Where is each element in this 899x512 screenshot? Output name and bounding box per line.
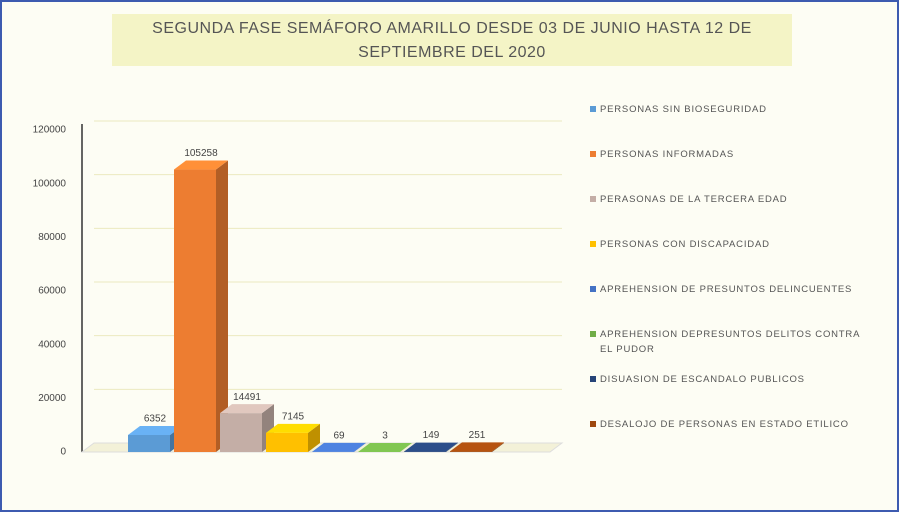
data-label: 7145 (282, 411, 305, 422)
legend-swatch (590, 421, 596, 427)
bar-top (450, 442, 504, 452)
legend-item: DISUASION DE ESCANDALO PUBLICOS (590, 372, 870, 387)
data-label: 149 (423, 430, 440, 441)
data-label: 251 (469, 430, 486, 441)
legend-swatch (590, 151, 596, 157)
legend-swatch (590, 286, 596, 292)
y-tick-label: 120000 (33, 125, 67, 136)
legend-item: PERSONAS CON DISCAPACIDAD (590, 237, 870, 252)
bar-top (266, 423, 320, 433)
bar-side (492, 442, 504, 452)
y-tick-label: 0 (60, 447, 66, 458)
legend-item: APREHENSION DEPRESUNTOS DELITOS CONTRA E… (590, 327, 870, 357)
legend-label: APREHENSION DE PRESUNTOS DELINCUENTES (600, 284, 853, 295)
bar-top (404, 442, 458, 452)
bar-side (308, 423, 320, 452)
bar (174, 169, 216, 453)
legend-swatch (590, 376, 596, 382)
data-label: 3 (382, 431, 388, 442)
data-label: 105258 (184, 148, 218, 159)
legend-label: APREHENSION DEPRESUNTOS DELITOS CONTRA E… (600, 329, 860, 355)
legend-label: DESALOJO DE PERSONAS EN ESTADO ETILICO (600, 419, 849, 430)
bar-top (174, 160, 228, 170)
legend-label: PERSONAS CON DISCAPACIDAD (600, 239, 770, 250)
chart-title: SEGUNDA FASE SEMÁFORO AMARILLO DESDE 03 … (112, 14, 792, 66)
legend-item: PERSONAS SIN BIOSEGURIDAD (590, 102, 870, 117)
bar (220, 413, 262, 452)
bar-side (354, 442, 366, 452)
bar (266, 432, 308, 452)
legend-swatch (590, 196, 596, 202)
y-tick-label: 100000 (33, 178, 67, 189)
bar (450, 451, 492, 452)
bar-top (220, 404, 274, 414)
legend-swatch (590, 241, 596, 247)
y-tick-label: 40000 (38, 339, 66, 350)
y-tick-label: 80000 (38, 232, 66, 243)
data-label: 14491 (233, 392, 261, 403)
legend-label: PERSONAS INFORMADAS (600, 149, 734, 160)
y-tick-label: 20000 (38, 393, 66, 404)
legend-item: PERASONAS DE LA TERCERA EDAD (590, 192, 870, 207)
data-label: 69 (333, 430, 345, 441)
legend-label: DISUASION DE ESCANDALO PUBLICOS (600, 374, 805, 385)
bar-side (400, 442, 412, 452)
bar-side (216, 160, 228, 453)
bar (128, 434, 170, 452)
legend-label: PERASONAS DE LA TERCERA EDAD (600, 194, 788, 205)
y-tick-label: 60000 (38, 286, 66, 297)
bar-side (446, 442, 458, 452)
bar-top (312, 442, 366, 452)
legend-label: PERSONAS SIN BIOSEGURIDAD (600, 104, 767, 115)
legend-item: DESALOJO DE PERSONAS EN ESTADO ETILICO (590, 417, 870, 432)
legend-swatch (590, 331, 596, 337)
legend-item: APREHENSION DE PRESUNTOS DELINCUENTES (590, 282, 870, 297)
bar-top (358, 442, 412, 452)
legend-swatch (590, 106, 596, 112)
legend-item: PERSONAS INFORMADAS (590, 147, 870, 162)
bar-top (128, 425, 182, 435)
data-label: 6352 (144, 414, 167, 425)
